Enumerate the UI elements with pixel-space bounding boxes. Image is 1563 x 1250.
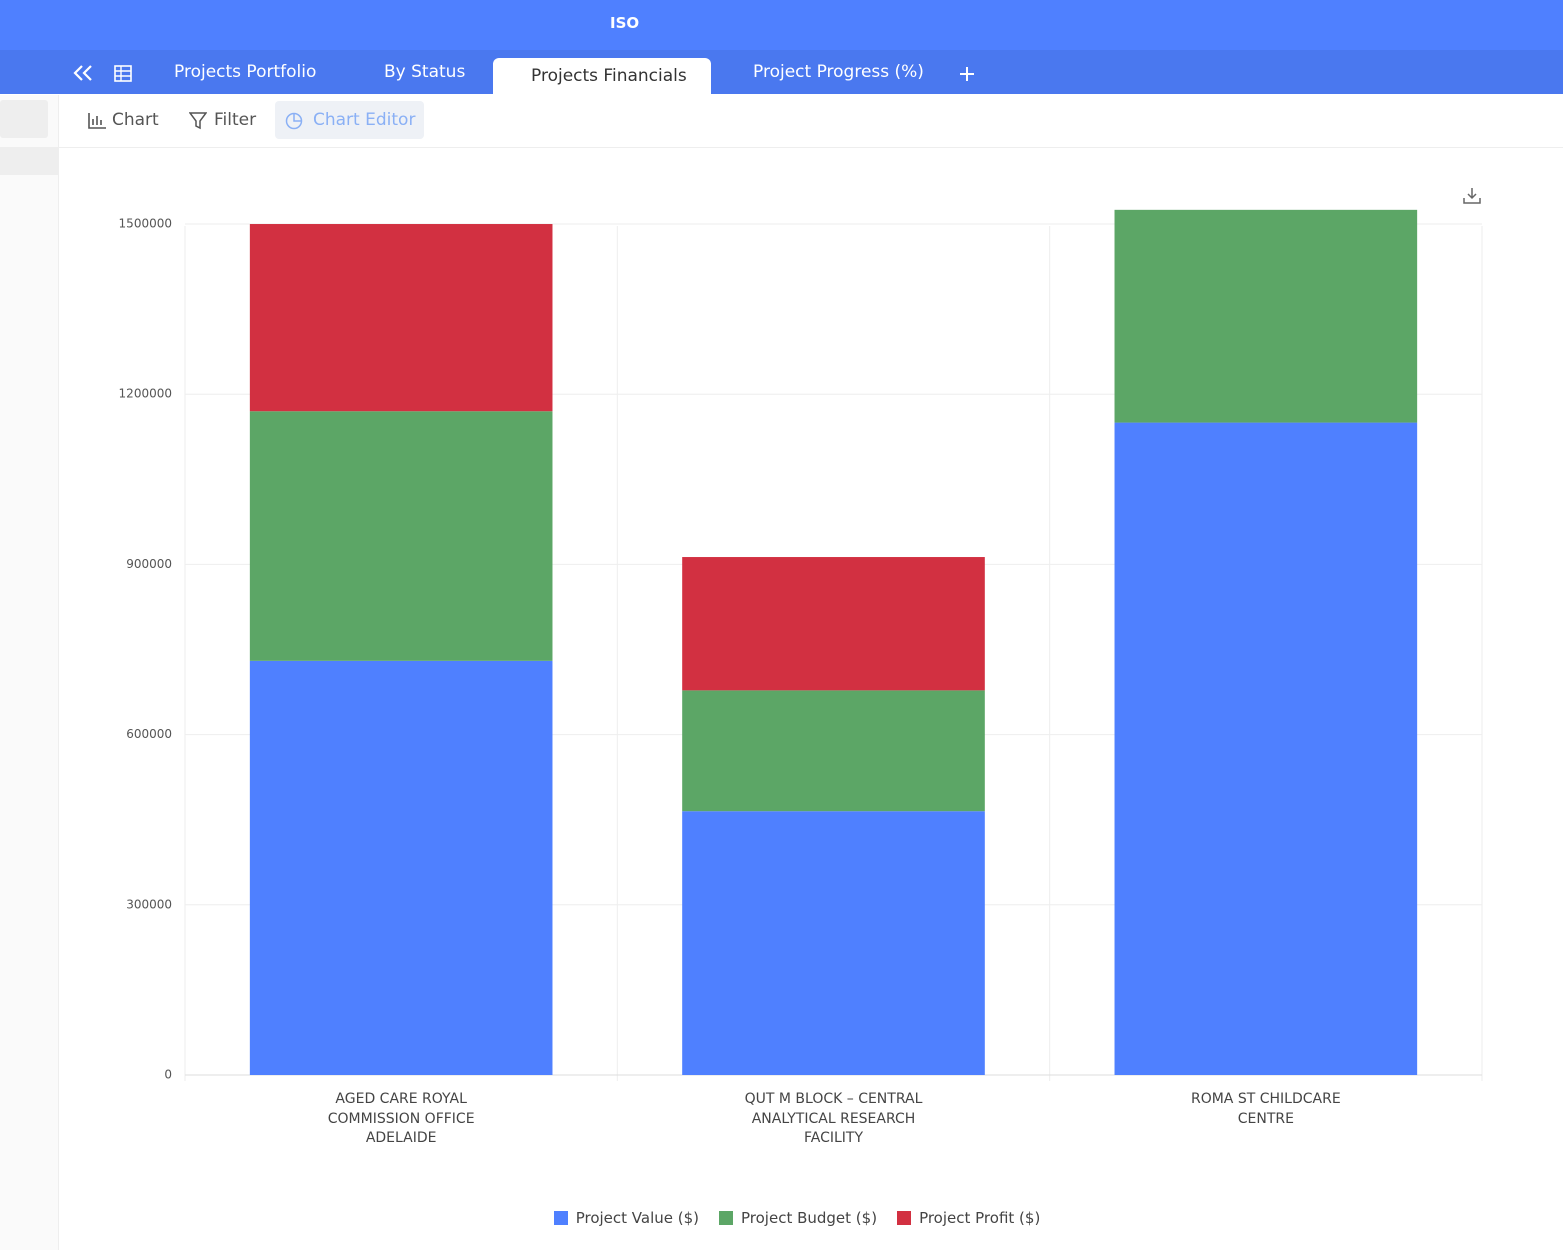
y-tick-label: 900000 [126, 557, 172, 571]
chart-editor-button[interactable]: Chart Editor [313, 110, 416, 130]
sidebar-item[interactable] [0, 147, 58, 175]
tab[interactable]: By Status [384, 62, 466, 82]
tab-bar [0, 50, 1563, 94]
legend-swatch [897, 1211, 912, 1225]
y-tick-label: 1200000 [119, 387, 172, 401]
tab-active[interactable]: Projects Financials [531, 66, 687, 86]
legend-item[interactable]: Project Profit ($) [897, 1209, 1040, 1227]
download-icon[interactable] [1462, 186, 1482, 206]
bar-segment [682, 557, 985, 691]
tab[interactable]: Project Progress (%) [753, 62, 924, 82]
chart-button[interactable]: Chart [112, 110, 159, 130]
editor-icon [285, 112, 303, 130]
bar-segment [1114, 422, 1418, 1076]
add-tab[interactable] [959, 66, 975, 82]
chart-icon [88, 113, 106, 129]
sidebar-item[interactable] [0, 100, 48, 138]
chart-editor-bg [275, 101, 424, 139]
bar-segment [249, 224, 553, 412]
legend-label: Project Profit ($) [919, 1209, 1041, 1227]
grid-icon[interactable] [114, 65, 134, 83]
top-bar: ISO [0, 0, 1563, 50]
collapse-icon[interactable] [72, 64, 96, 82]
legend: Project Value ($) Project Budget ($) Proje… [59, 1209, 1535, 1227]
legend-item[interactable]: Project Value ($) [553, 1209, 699, 1227]
filter-button[interactable]: Filter [214, 110, 257, 130]
legend-label: Project Budget ($) [741, 1209, 878, 1227]
bar-segment [682, 690, 985, 812]
legend-item[interactable]: Project Budget ($) [719, 1209, 877, 1227]
legend-swatch [553, 1211, 568, 1225]
x-tick-label: AGED CARE ROYAL COMMISSION OFFICE ADELAI… [327, 1091, 475, 1146]
legend-label: Project Value ($) [575, 1209, 699, 1227]
bar-segment [1114, 209, 1418, 423]
bar-segment [682, 811, 985, 1075]
y-tick-label: 1500000 [119, 217, 172, 231]
y-tick-label: 0 [164, 1068, 172, 1082]
filter-icon [189, 112, 207, 130]
legend-swatch [719, 1211, 733, 1225]
divider [59, 147, 1563, 148]
bar-segment [249, 660, 553, 1075]
active-tab-bg [493, 58, 711, 94]
x-tick-label: ROMA ST CHILDCARE CENTRE [1190, 1091, 1341, 1127]
logo[interactable]: ISO [610, 14, 640, 32]
x-tick-label: QUT M BLOCK – CENTRAL ANALYTICAL RESEARC… [744, 1091, 923, 1146]
tab[interactable]: Projects Portfolio [174, 62, 317, 82]
sidebar [0, 95, 59, 1250]
y-tick-label: 300000 [126, 897, 172, 911]
y-tick-label: 600000 [126, 727, 172, 741]
bar-segment [249, 411, 553, 661]
